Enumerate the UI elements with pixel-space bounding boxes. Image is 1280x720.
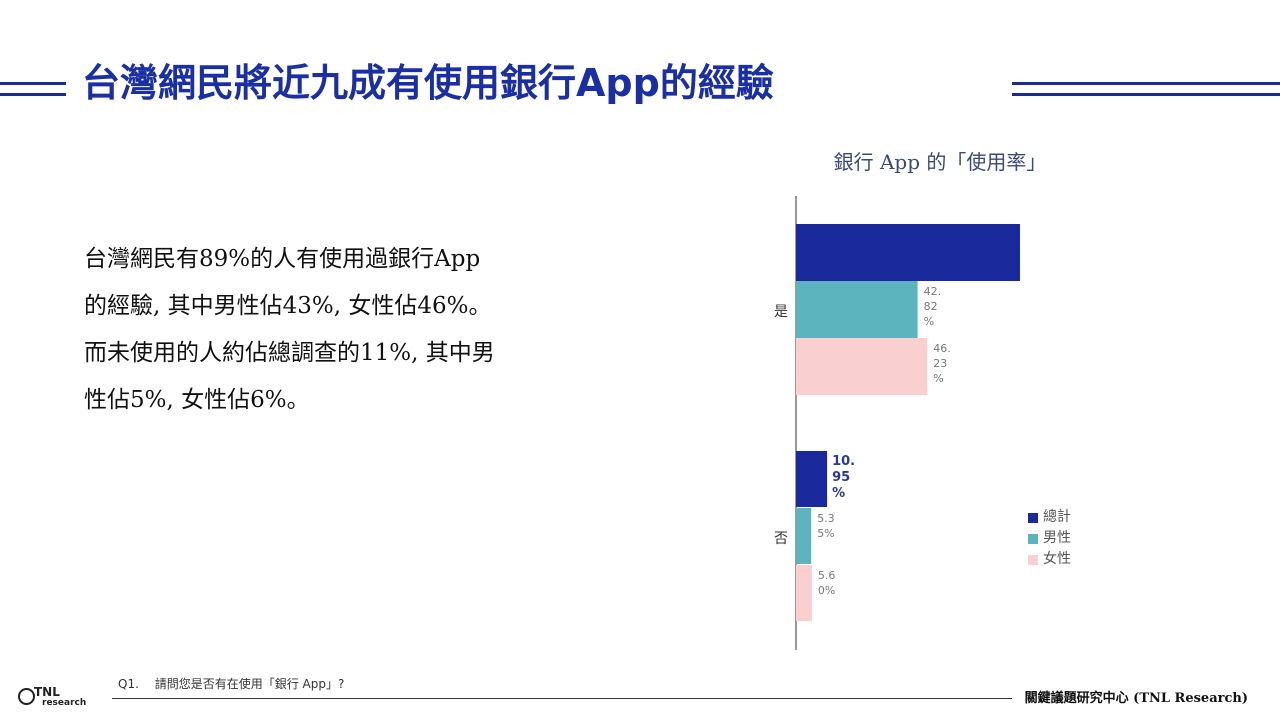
- question-number: Q1.: [118, 677, 139, 691]
- bar-yes-total: [796, 224, 1020, 281]
- tnl-research-logo: TNL research: [18, 686, 88, 712]
- legend-swatch-total: [1028, 512, 1038, 523]
- data-label-no-total: 10. 95%: [832, 454, 855, 501]
- bar-yes-female: [796, 338, 928, 395]
- summary-line: 而未使用的人約佔總調查的11%, 其中男: [84, 340, 495, 366]
- title-rule-left-bottom: [0, 93, 66, 96]
- legend-swatch-female: [1028, 554, 1038, 565]
- bar-yes-male: [796, 281, 918, 338]
- category-label-no: 否: [774, 531, 788, 547]
- question-text: 請問您是否有在使用「銀行 App」?: [154, 677, 345, 691]
- title-rule-left-top: [0, 82, 66, 85]
- legend-item-total: 總計: [1028, 507, 1071, 528]
- summary-line: 的經驗, 其中男性佔43%, 女性佔46%。: [84, 293, 492, 319]
- data-label-yes-female: 46. 23%: [933, 342, 951, 385]
- legend-swatch-male: [1028, 533, 1038, 544]
- summary-line: 台灣網民有89%的人有使用過銀行App: [84, 246, 481, 272]
- logo-circle-icon: [18, 688, 35, 705]
- data-label-no-male: 5.3 5%: [817, 512, 835, 540]
- logo-sub-text: research: [42, 698, 87, 708]
- survey-question: Q1. 請問您是否有在使用「銀行 App」?: [118, 676, 344, 692]
- title-rule-right-bottom: [1012, 93, 1280, 96]
- bar-no-female: [796, 565, 812, 621]
- data-label-no-female: 5.6 0%: [818, 569, 836, 597]
- legend-label-female: 女性: [1043, 551, 1071, 567]
- chart-title: 銀行 App 的「使用率」: [833, 150, 1047, 174]
- bar-no-total: [796, 451, 828, 507]
- legend-item-female: 女性: [1028, 549, 1071, 570]
- category-label-yes: 是: [774, 304, 788, 320]
- logo-brand-text: TNL: [34, 685, 60, 699]
- data-label-yes-male: 42. 82%: [924, 285, 942, 328]
- summary-line: 性佔5%, 女性佔6%。: [84, 387, 310, 413]
- legend-item-male: 男性: [1028, 528, 1071, 549]
- page-title: 台灣網民將近九成有使用銀行App的經驗: [82, 61, 774, 105]
- legend-label-total: 總計: [1043, 509, 1071, 525]
- summary-paragraph: 台灣網民有89%的人有使用過銀行App 的經驗, 其中男性佔43%, 女性佔46…: [84, 236, 564, 424]
- bar-no-male: [796, 508, 812, 564]
- title-rule-right-top: [1012, 82, 1280, 85]
- organization-name: 關鍵議題研究中心 (TNL Research): [1024, 691, 1248, 706]
- footer-rule: [112, 698, 1012, 699]
- chart-legend: 總計 男性 女性: [1028, 507, 1071, 570]
- legend-label-male: 男性: [1043, 530, 1071, 546]
- usage-bar-chart: 是89.05%42.82%46.23%否10.95%5.35%5.60%: [774, 196, 1020, 650]
